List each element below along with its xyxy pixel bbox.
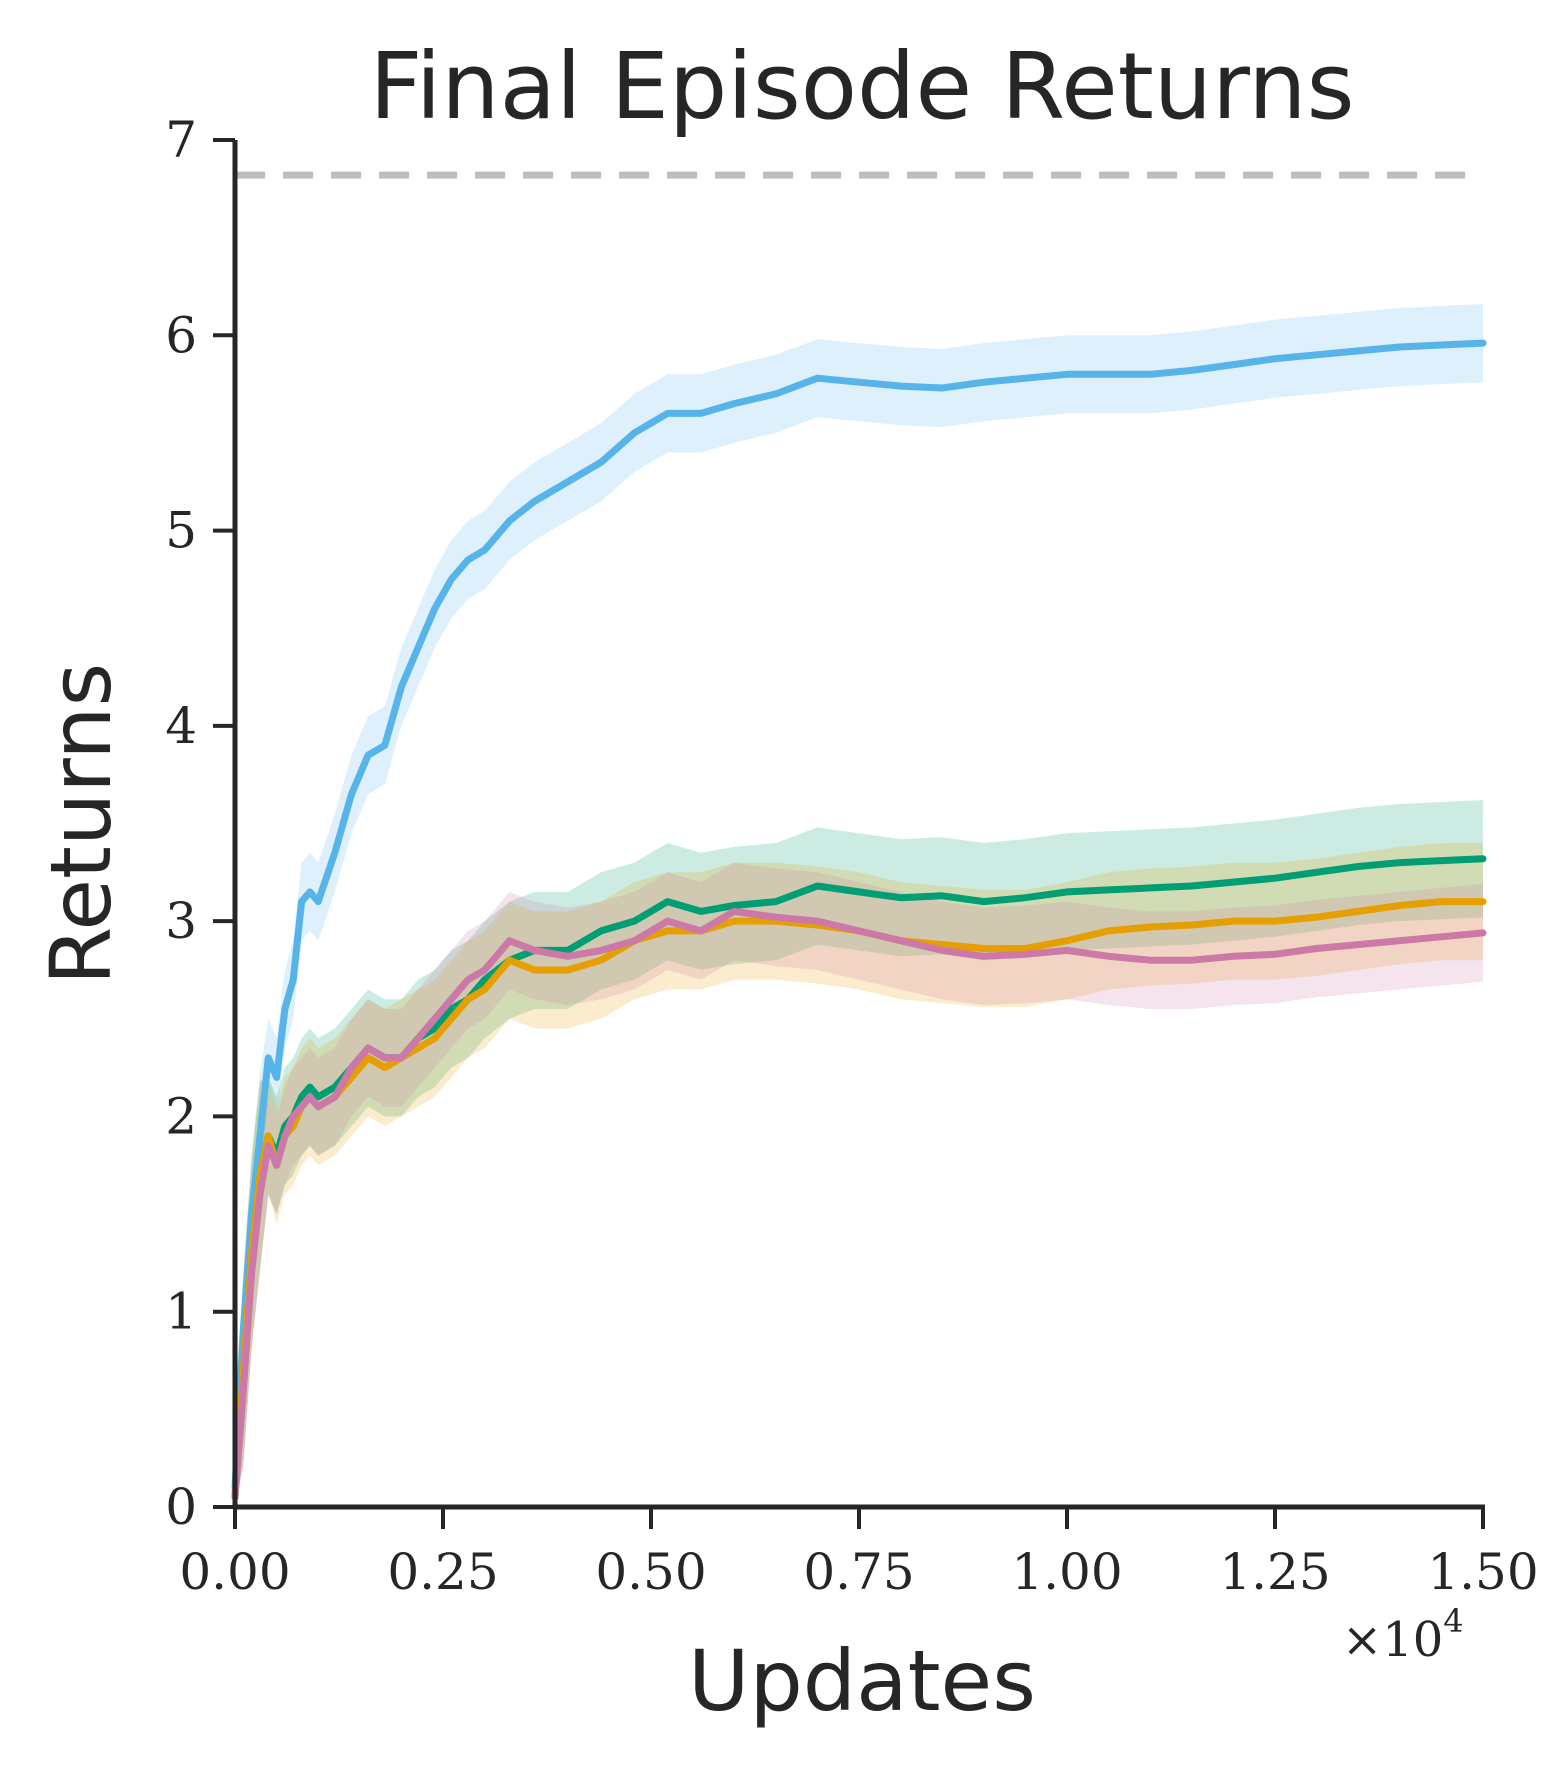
x-tick-label: 1.00 — [1011, 1543, 1122, 1601]
series-line-4 — [231, 907, 1487, 1501]
x-axis-multiplier-exponent: 4 — [1443, 1602, 1463, 1640]
x-tick-label: 0.75 — [803, 1543, 914, 1601]
chart-title: Final Episode Returns — [369, 33, 1354, 140]
y-tick-label: 6 — [165, 306, 197, 364]
y-tick-label: 1 — [165, 1283, 197, 1341]
series-line-1 — [231, 339, 1487, 1491]
series-band-3 — [235, 843, 1483, 1507]
confidence-bands — [235, 304, 1483, 1507]
x-ticks: 0.00 0.25 0.50 0.75 1.00 1.25 1.50 — [179, 1507, 1539, 1601]
y-ticks: 0 1 2 3 4 5 6 7 — [165, 111, 235, 1536]
y-axis-label: Returns — [32, 663, 130, 986]
y-tick-label: 4 — [165, 697, 197, 755]
x-axis-label: Updates — [688, 1632, 1036, 1730]
series-band-4 — [235, 862, 1483, 1507]
series-band-2 — [235, 800, 1483, 1507]
y-tick-label: 5 — [165, 502, 197, 560]
x-tick-label: 0.25 — [387, 1543, 498, 1601]
x-tick-label: 1.50 — [1427, 1543, 1538, 1601]
series-line-2 — [231, 855, 1487, 1501]
y-tick-label: 7 — [165, 111, 197, 169]
x-tick-label: 1.25 — [1219, 1543, 1330, 1601]
x-tick-label: 0.50 — [595, 1543, 706, 1601]
x-axis-multiplier-base: ×10 — [1342, 1612, 1443, 1668]
y-tick-label: 3 — [165, 892, 197, 950]
y-tick-label: 0 — [165, 1478, 197, 1536]
series-lines — [231, 339, 1487, 1501]
x-tick-label: 0.00 — [179, 1543, 290, 1601]
y-tick-label: 2 — [165, 1087, 197, 1145]
x-axis-multiplier: ×104 — [1342, 1602, 1464, 1668]
